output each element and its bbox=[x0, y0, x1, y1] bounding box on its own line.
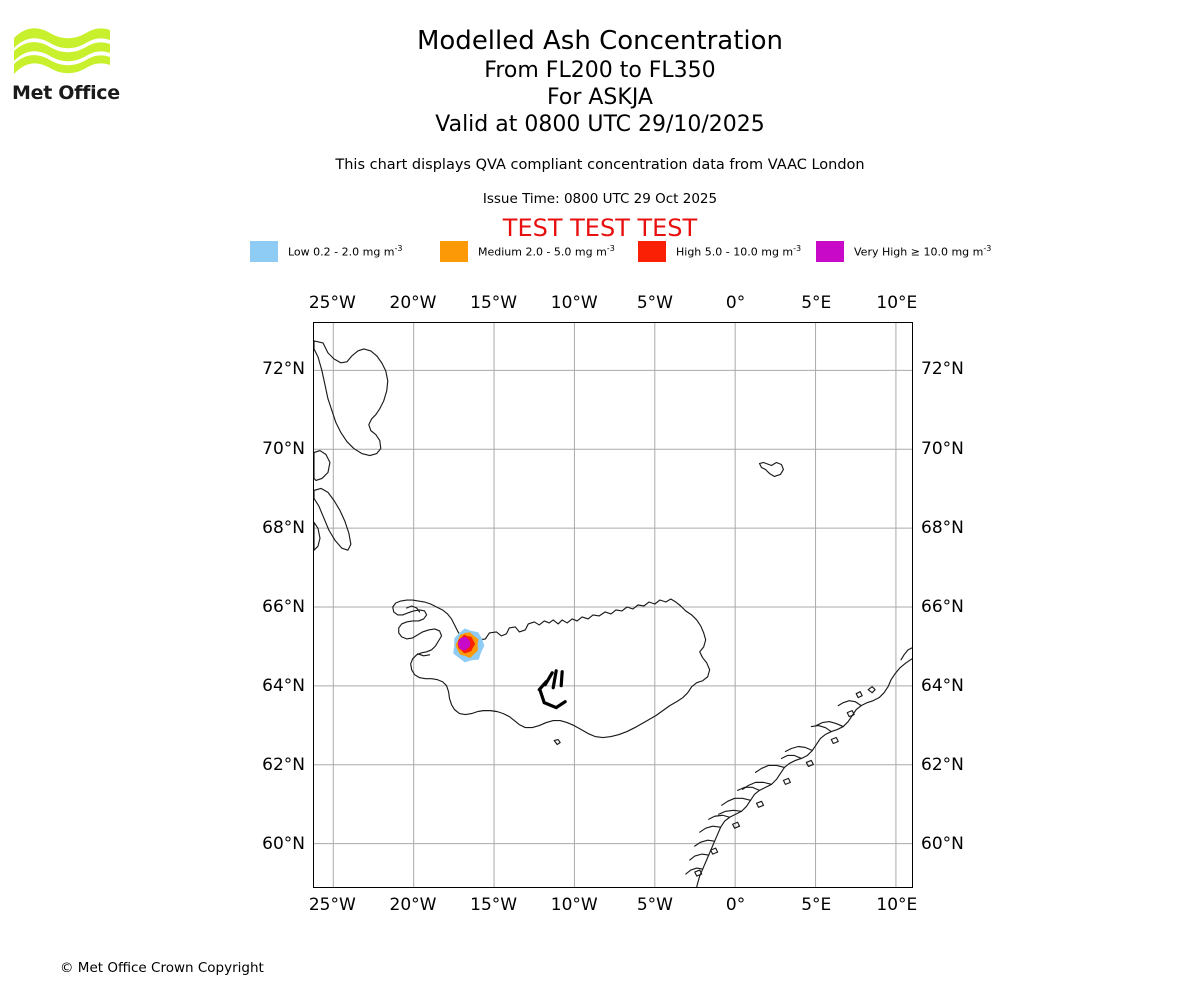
lon-tick-top-7: 10°E bbox=[876, 293, 918, 313]
legend-item-3: Very High ≥ 10.0 mg m-3 bbox=[816, 240, 991, 262]
lat-tick-left-5: 70°N bbox=[262, 438, 305, 459]
lon-tick-bottom-7: 10°E bbox=[876, 895, 918, 915]
lon-tick-top-6: 5°E bbox=[801, 293, 832, 313]
lat-tick-right-2: 64°N bbox=[921, 676, 964, 697]
test-banner: TEST TEST TEST bbox=[502, 214, 698, 242]
title-line-3: For ASKJA bbox=[547, 85, 653, 110]
met-office-logo-text: Met Office bbox=[12, 82, 120, 104]
legend-label-3: Very High ≥ 10.0 mg m-3 bbox=[854, 243, 992, 259]
lat-tick-left-4: 68°N bbox=[262, 517, 305, 538]
lat-tick-right-6: 72°N bbox=[921, 359, 964, 380]
graticule-gridlines bbox=[314, 323, 912, 887]
lat-tick-left-3: 66°N bbox=[262, 596, 305, 617]
lon-tick-bottom-5: 0° bbox=[725, 895, 746, 915]
legend-swatch-1 bbox=[440, 240, 468, 262]
legend-label-1: Medium 2.0 - 5.0 mg m-3 bbox=[478, 243, 615, 259]
copyright-notice: © Met Office Crown Copyright bbox=[60, 960, 264, 976]
met-office-logo: Met Office bbox=[12, 24, 132, 116]
issue-time-label: Issue Time: 0800 UTC 29 Oct 2025 bbox=[482, 191, 718, 207]
lon-tick-bottom-2: 15°W bbox=[470, 895, 518, 915]
title-line-2: From FL200 to FL350 bbox=[484, 58, 716, 83]
lon-tick-bottom-3: 10°W bbox=[550, 895, 598, 915]
met-office-wave-icon bbox=[14, 28, 110, 74]
lon-tick-top-4: 5°W bbox=[636, 293, 673, 313]
concentration-legend: Low 0.2 - 2.0 mg m-3 Medium 2.0 - 5.0 mg … bbox=[250, 240, 991, 262]
qva-compliance-note: This chart displays QVA compliant concen… bbox=[335, 157, 865, 173]
legend-item-2: High 5.0 - 10.0 mg m-3 bbox=[638, 240, 801, 262]
ash-concentration-plume bbox=[453, 628, 485, 663]
chart-title-block: Modelled Ash Concentration From FL200 to… bbox=[140, 26, 1060, 138]
lon-tick-top-5: 0° bbox=[725, 293, 746, 313]
lon-tick-top-1: 20°W bbox=[389, 293, 437, 313]
legend-item-1: Medium 2.0 - 5.0 mg m-3 bbox=[440, 240, 615, 262]
volcano-marker-icon bbox=[537, 669, 567, 710]
map-plot-area bbox=[313, 322, 913, 888]
lon-tick-bottom-4: 5°W bbox=[636, 895, 673, 915]
lon-tick-top-3: 10°W bbox=[550, 293, 598, 313]
lat-tick-left-1: 62°N bbox=[262, 755, 305, 776]
legend-item-0: Low 0.2 - 2.0 mg m-3 bbox=[250, 240, 403, 262]
lat-tick-right-5: 70°N bbox=[921, 438, 964, 459]
legend-swatch-2 bbox=[638, 240, 666, 262]
lat-tick-right-0: 60°N bbox=[921, 834, 964, 855]
lon-tick-bottom-6: 5°E bbox=[801, 895, 832, 915]
title-line-4: Valid at 0800 UTC 29/10/2025 bbox=[435, 112, 765, 137]
map-canvas bbox=[314, 323, 912, 887]
lon-tick-bottom-1: 20°W bbox=[389, 895, 437, 915]
legend-swatch-3 bbox=[816, 240, 844, 262]
legend-swatch-0 bbox=[250, 240, 278, 262]
lon-tick-bottom-0: 25°W bbox=[308, 895, 356, 915]
legend-label-2: High 5.0 - 10.0 mg m-3 bbox=[676, 243, 802, 259]
lat-tick-right-1: 62°N bbox=[921, 755, 964, 776]
legend-label-0: Low 0.2 - 2.0 mg m-3 bbox=[288, 243, 403, 259]
lat-tick-left-0: 60°N bbox=[262, 834, 305, 855]
lat-tick-right-4: 68°N bbox=[921, 517, 964, 538]
lon-tick-top-0: 25°W bbox=[308, 293, 356, 313]
lon-tick-top-2: 15°W bbox=[470, 293, 518, 313]
title-line-1: Modelled Ash Concentration bbox=[416, 26, 784, 56]
lat-tick-left-2: 64°N bbox=[262, 676, 305, 697]
lat-tick-right-3: 66°N bbox=[921, 596, 964, 617]
ash-contour-very-high bbox=[457, 636, 471, 651]
coastline-layer bbox=[314, 340, 912, 887]
lat-tick-left-6: 72°N bbox=[262, 359, 305, 380]
